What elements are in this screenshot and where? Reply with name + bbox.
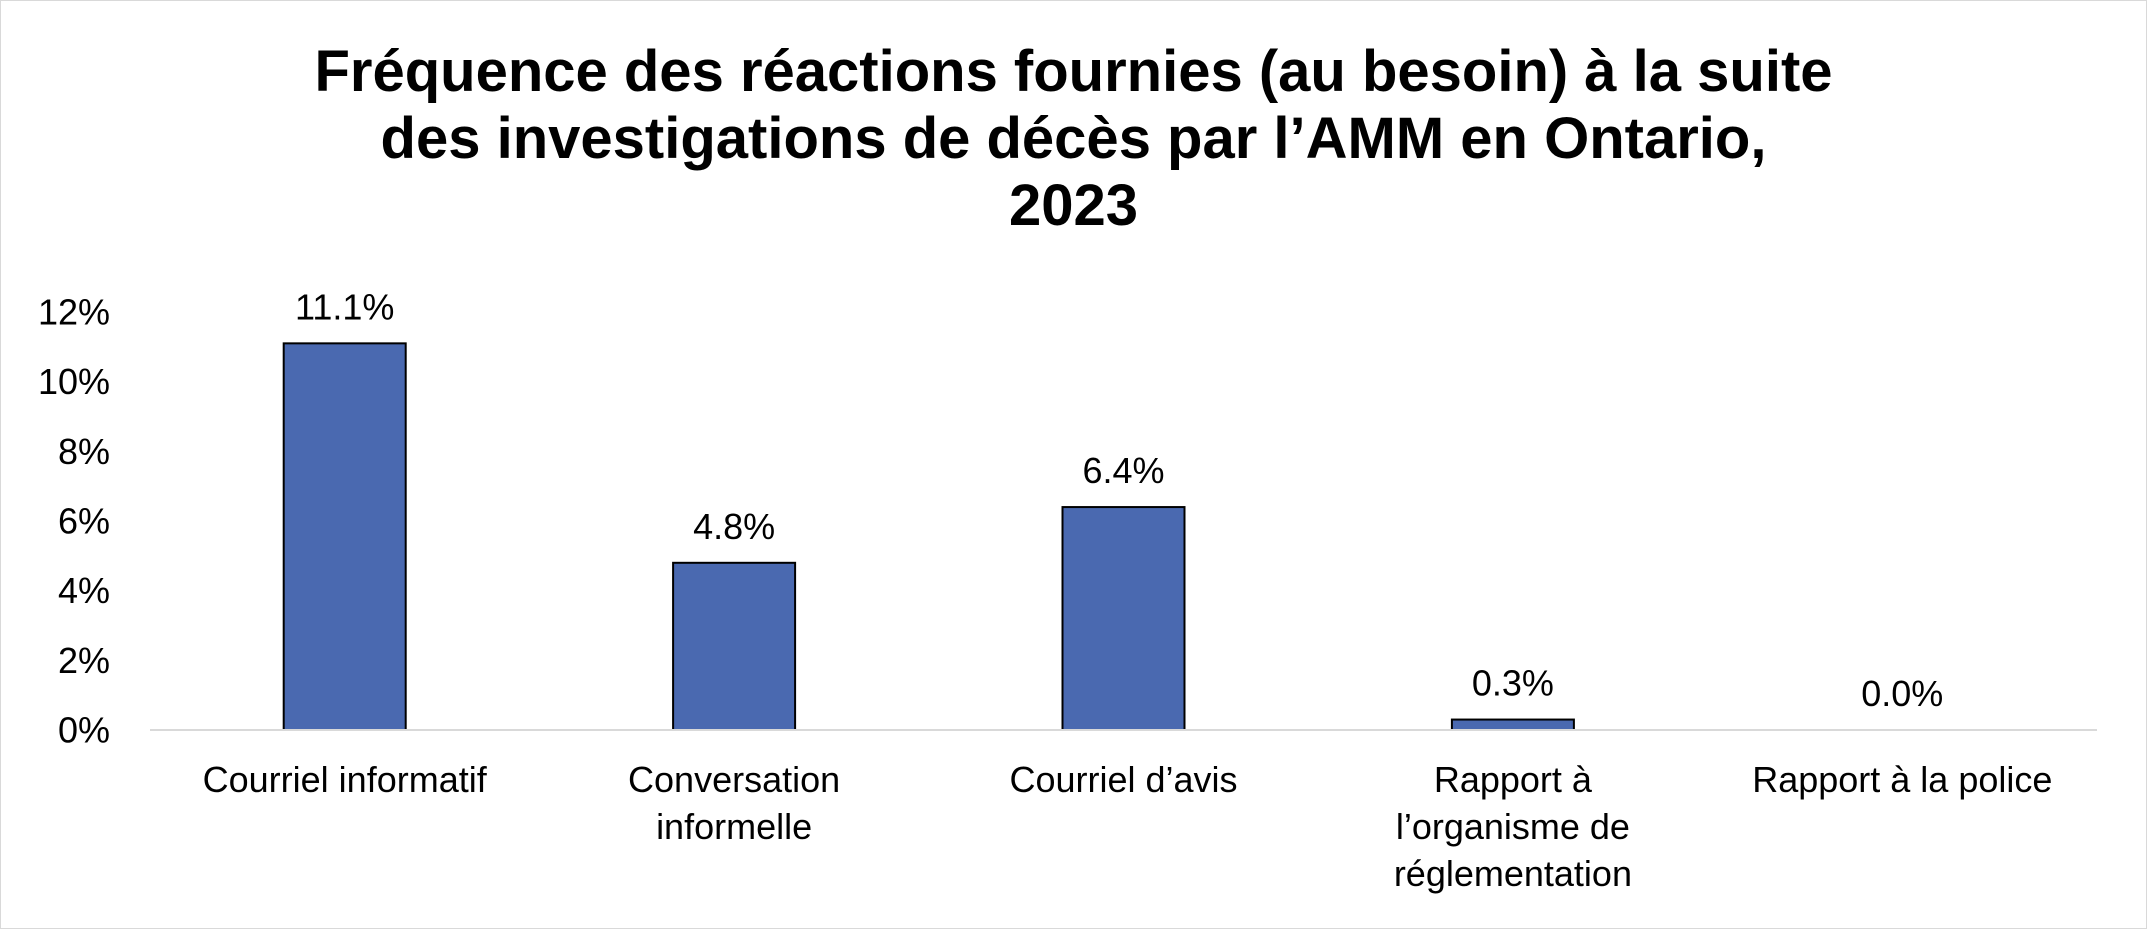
category-label: Courriel informatif [203, 759, 488, 800]
data-label: 0.0% [1861, 673, 1943, 714]
chart-title: Fréquence des réactions fournies (au bes… [0, 38, 2147, 239]
y-tick-label: 0% [58, 710, 110, 751]
category-label: l’organisme de [1396, 806, 1630, 847]
y-tick-label: 2% [58, 640, 110, 681]
y-tick-label: 10% [38, 361, 110, 402]
chart-title-line-2: des investigations de décès par l’AMM en… [380, 106, 1767, 171]
bar [1450, 718, 1575, 731]
data-label: 6.4% [1082, 450, 1164, 491]
y-tick-label: 4% [58, 570, 110, 611]
y-tick-label: 6% [58, 501, 110, 542]
chart-title-line-1: Fréquence des réactions fournies (au bes… [314, 39, 1833, 104]
category-label: Rapport à [1434, 759, 1593, 800]
y-tick-label: 12% [38, 292, 110, 333]
bar [282, 342, 407, 731]
category-label: Courriel d’avis [1009, 759, 1237, 800]
data-label: 0.3% [1472, 663, 1554, 704]
data-label: 11.1% [295, 286, 394, 327]
data-label: 4.8% [693, 506, 775, 547]
category-label: Conversation [628, 759, 840, 800]
category-label: informelle [656, 806, 812, 847]
chart-title-line-3: 2023 [1008, 173, 1139, 238]
bar [672, 561, 797, 731]
category-label: Rapport à la police [1752, 759, 2052, 800]
bar [1061, 506, 1186, 732]
y-tick-label: 8% [58, 431, 110, 472]
category-label: réglementation [1394, 853, 1632, 894]
